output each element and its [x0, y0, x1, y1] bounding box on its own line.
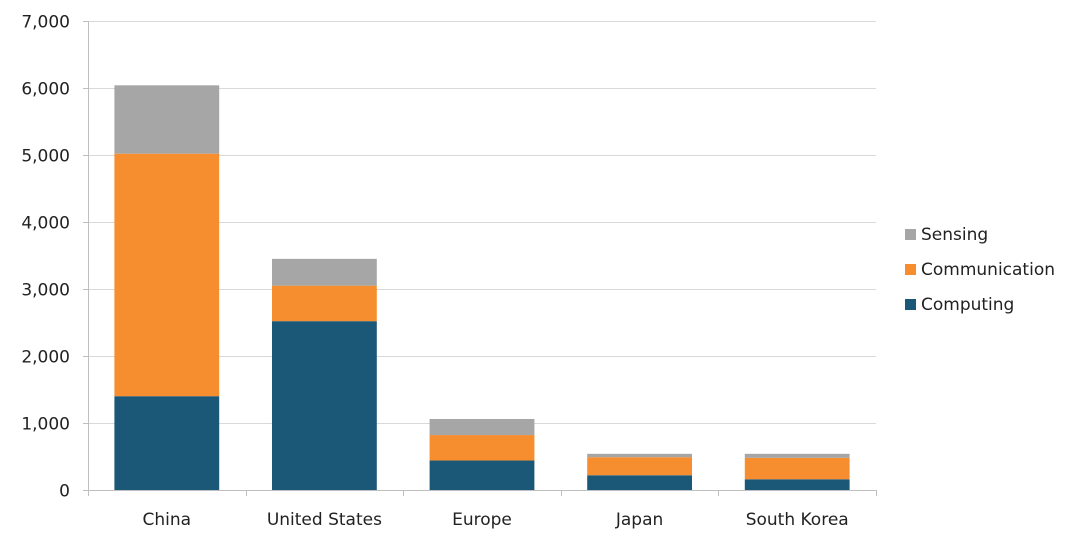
x-tick-label: Japan — [615, 510, 663, 530]
bar-segment — [271, 321, 377, 490]
x-tick-label: United States — [267, 510, 382, 530]
bar-segment — [587, 475, 693, 490]
bars — [114, 85, 850, 490]
bar-segment — [271, 258, 377, 286]
bar-segment — [114, 153, 220, 397]
y-tick-label: 5,000 — [21, 147, 70, 167]
y-tick-label: 4,000 — [21, 214, 70, 234]
bar-segment — [114, 85, 220, 154]
y-axis-tick-labels: 0 1,000 2,000 3,000 4,000 5,000 6,000 7,000 — [21, 13, 70, 502]
legend-label: Sensing — [921, 225, 988, 245]
bar-segment — [587, 457, 693, 476]
bar-segment — [587, 453, 693, 458]
bar-segment — [429, 435, 535, 461]
legend-swatch — [905, 229, 916, 240]
y-tick-label: 1,000 — [21, 415, 70, 435]
legend-label: Computing — [921, 295, 1014, 315]
legend-label: Communication — [921, 260, 1055, 280]
bar-segment — [744, 457, 850, 480]
x-tick-label: China — [143, 510, 192, 530]
x-tick-label: Europe — [452, 510, 512, 530]
x-tick-label: South Korea — [746, 510, 849, 530]
bar-segment — [429, 418, 535, 436]
legend: Sensing Communication Computing — [905, 225, 1055, 315]
y-tick-label: 7,000 — [21, 13, 70, 33]
bar-segment — [114, 396, 220, 490]
y-tick-label: 2,000 — [21, 348, 70, 368]
legend-swatch — [905, 264, 916, 275]
x-axis-category-labels: China United States Europe Japan South Korea — [143, 510, 849, 530]
axes — [83, 21, 877, 496]
y-tick-label: 6,000 — [21, 80, 70, 100]
bar-segment — [744, 453, 850, 458]
y-tick-label: 0 — [59, 482, 70, 502]
legend-swatch — [905, 299, 916, 310]
bar-segment — [744, 479, 850, 490]
gridlines — [88, 21, 876, 424]
y-tick-label: 3,000 — [21, 281, 70, 301]
bar-segment — [271, 285, 377, 322]
bar-segment — [429, 460, 535, 490]
